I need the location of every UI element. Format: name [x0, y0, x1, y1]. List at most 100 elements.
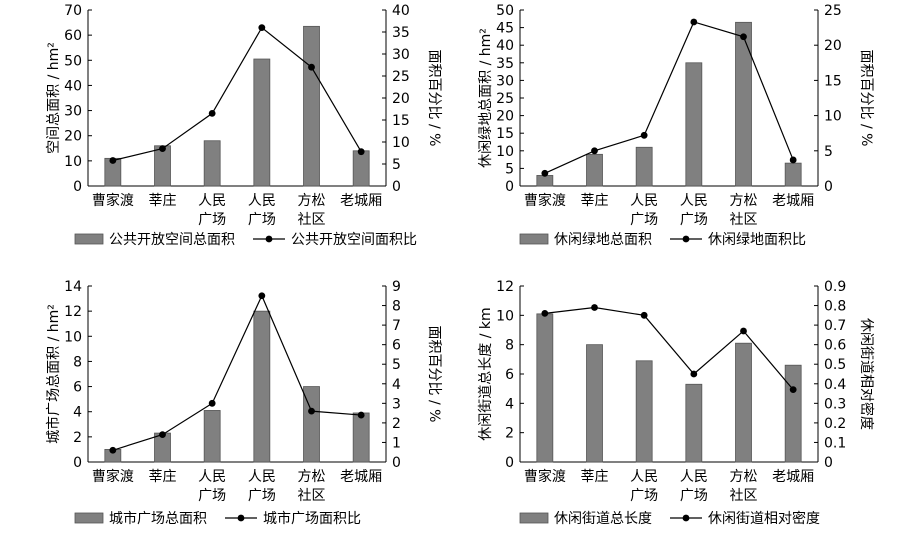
- right-y-tick-label: 0.6: [824, 338, 846, 354]
- legend-bar-label: 城市广场总面积: [109, 510, 207, 527]
- x-category-label: 广场: [198, 488, 226, 504]
- left-y-tick-label: 0: [505, 179, 514, 195]
- left-y-tick-label: 2: [73, 430, 82, 446]
- line-point: [690, 18, 698, 26]
- right-y-tick-label: 1: [392, 435, 401, 451]
- right-y-tick-label: 20: [392, 91, 410, 107]
- right-y-tick-label: 0.2: [824, 416, 846, 432]
- x-category-label: 人民: [680, 193, 708, 209]
- bar: [735, 21, 752, 187]
- bar: [685, 62, 703, 187]
- left-y-axis-title: 城市广场总面积 / hm²: [45, 304, 62, 444]
- right-y-tick-label: 0.8: [824, 299, 846, 315]
- right-y-tick-label: 30: [392, 47, 410, 63]
- right-y-tick-label: 0.4: [824, 377, 846, 393]
- legend-bar-swatch: [519, 233, 549, 245]
- left-y-tick-label: 10: [64, 329, 82, 345]
- x-category-label: 广场: [630, 488, 658, 504]
- right-y-tick-label: 0: [824, 179, 833, 195]
- left-y-tick-label: 35: [496, 56, 514, 72]
- x-category-label: 社区: [298, 212, 326, 228]
- right-y-tick-label: 4: [392, 377, 401, 393]
- legend-bar-label: 休闲街道总长度: [554, 511, 652, 527]
- x-category-label: 莘庄: [581, 192, 609, 209]
- line-point: [541, 309, 549, 317]
- legend-bar-label: 公共开放空间总面积: [109, 232, 235, 248]
- right-y-tick-label: 2: [392, 416, 401, 432]
- line-point: [258, 24, 266, 31]
- left-y-tick-label: 0: [73, 455, 82, 471]
- x-category-label: 社区: [730, 212, 758, 228]
- right-y-tick-label: 0.9: [824, 279, 846, 295]
- line-point: [258, 292, 266, 300]
- x-category-label: 方松: [730, 193, 758, 209]
- x-category-label: 莘庄: [149, 192, 177, 209]
- left-y-tick-label: 6: [505, 367, 514, 383]
- bar: [203, 410, 221, 463]
- bar: [203, 140, 221, 187]
- x-category-label: 方松: [730, 469, 758, 485]
- bar: [253, 310, 271, 463]
- line-point: [159, 431, 166, 439]
- chart-leisure-street: 0 2 4 6 8 10 12 0 0.1 0.2 0.3 0.4 0.5 0.6 0.7 0.8 0.9 休闲街…: [478, 279, 875, 527]
- x-category-label: 社区: [298, 488, 326, 504]
- bar: [635, 360, 653, 463]
- left-y-tick-label: 50: [64, 53, 82, 69]
- bar: [586, 344, 603, 463]
- left-y-tick-label: 4: [73, 405, 82, 421]
- line-point: [357, 148, 365, 156]
- x-category-label: 人民: [630, 469, 658, 485]
- line-point: [357, 411, 365, 419]
- line-point: [740, 33, 747, 41]
- bar: [784, 162, 802, 187]
- left-y-tick-label: 2: [505, 426, 514, 442]
- x-category-label: 方松: [298, 193, 326, 209]
- left-y-tick-label: 5: [505, 161, 514, 177]
- right-y-tick-label: 20: [824, 38, 842, 54]
- right-y-tick-label: 0: [392, 179, 401, 195]
- right-y-tick-label: 3: [392, 396, 401, 412]
- right-y-tick-label: 0.7: [824, 318, 846, 334]
- left-y-tick-label: 10: [496, 144, 514, 160]
- line-point: [308, 63, 315, 71]
- bar: [784, 364, 802, 463]
- x-category-label: 人民: [248, 193, 276, 209]
- bar: [685, 383, 703, 463]
- line-series: [544, 21, 794, 174]
- legend-line-marker: [682, 514, 690, 522]
- bar: [536, 175, 554, 187]
- x-category-label: 曹家渡: [524, 468, 566, 485]
- right-y-tick-label: 35: [392, 25, 410, 41]
- legend-line-label: 公共开放空间面积比: [291, 232, 417, 248]
- x-category-label: 老城厢: [772, 193, 814, 209]
- line-point: [208, 399, 216, 407]
- x-category-label: 广场: [248, 488, 276, 504]
- x-category-label: 社区: [730, 488, 758, 504]
- bar: [536, 313, 554, 463]
- left-y-tick-label: 20: [496, 109, 514, 125]
- x-category-label: 老城厢: [772, 469, 814, 485]
- x-category-label: 曹家渡: [92, 468, 134, 485]
- bar: [303, 25, 320, 187]
- left-y-tick-label: 0: [73, 179, 82, 195]
- left-y-tick-label: 10: [64, 154, 82, 170]
- right-y-tick-label: 25: [824, 3, 842, 19]
- right-y-tick-label: 5: [824, 144, 833, 160]
- bar: [352, 412, 370, 463]
- x-category-label: 广场: [680, 488, 708, 504]
- x-category-label: 莘庄: [581, 468, 609, 485]
- line-point: [541, 169, 549, 177]
- left-y-tick-label: 45: [496, 21, 514, 37]
- legend-line-marker: [237, 514, 245, 522]
- legend-line-marker: [265, 235, 273, 243]
- line-point: [740, 327, 747, 335]
- bar: [352, 150, 370, 187]
- line-point: [640, 131, 648, 139]
- left-y-axis-title: 空间总面积 / hm²: [46, 42, 62, 154]
- right-y-tick-label: 5: [392, 357, 401, 373]
- bar: [253, 58, 271, 187]
- legend-bar-swatch: [74, 512, 104, 524]
- left-y-tick-label: 10: [496, 308, 514, 324]
